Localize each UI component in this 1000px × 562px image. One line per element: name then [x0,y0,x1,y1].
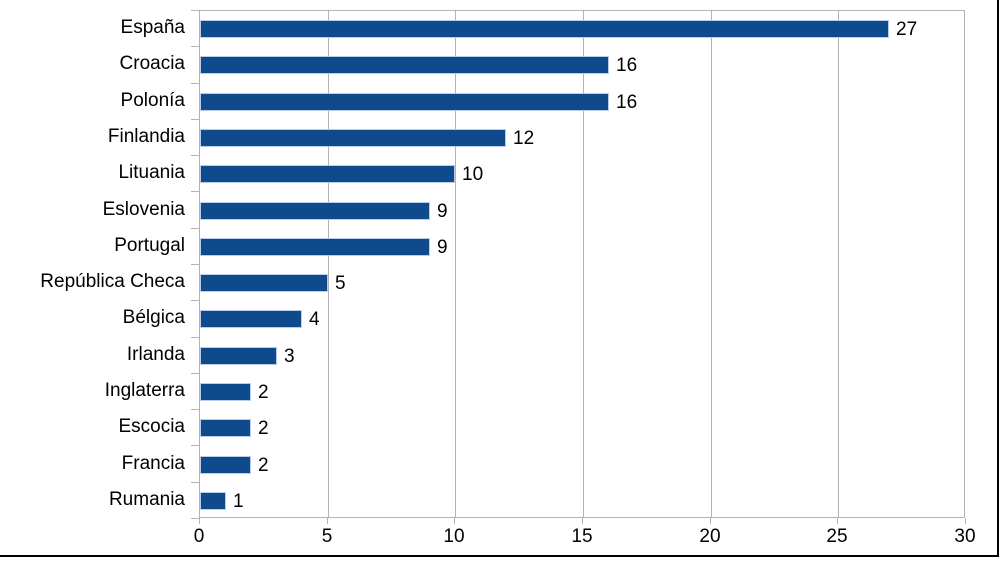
category-label: España [120,17,185,39]
bar [200,491,226,510]
bar [200,92,609,111]
value-label: 16 [616,55,638,77]
x-axis-tick [199,518,200,524]
bar-row: 3 [200,338,964,374]
bar-row: 1 [200,483,964,519]
category-label: República Checa [40,271,185,293]
y-axis-tick [191,119,199,120]
category-label: Bélgica [122,307,185,329]
bar-row: 5 [200,265,964,301]
value-label: 2 [258,381,269,403]
bar [200,455,251,474]
x-axis-tick [710,518,711,524]
gridline [838,11,839,517]
category-label: Escocia [118,416,185,438]
bar [200,237,430,256]
bar-row: 2 [200,374,964,410]
value-label: 9 [437,200,448,222]
x-axis-tick [454,518,455,524]
gridline [711,11,712,517]
y-axis-tick [191,155,199,156]
x-axis-tick [837,518,838,524]
bar-row: 16 [200,47,964,83]
y-axis-tick [191,83,199,84]
category-label: Irlanda [126,343,185,365]
category-label: Polonía [120,89,185,111]
x-tick-label: 20 [699,526,721,547]
image-bottom-border [0,555,999,557]
category-label: Portugal [114,234,185,256]
value-label: 1 [233,490,244,512]
value-label: 4 [309,309,320,331]
y-axis-tick [191,264,199,265]
value-label: 5 [335,273,346,295]
y-axis-tick [191,46,199,47]
bar-row: 9 [200,229,964,265]
gridline [455,11,456,517]
bar-row: 10 [200,156,964,192]
y-axis-tick [191,373,199,374]
x-tick-label: 10 [443,526,465,547]
gridline [583,11,584,517]
bar-row: 2 [200,410,964,446]
value-label: 2 [258,418,269,440]
gridline [328,11,329,517]
bar-row: 16 [200,84,964,120]
bar-row: 12 [200,120,964,156]
y-axis-tick [191,445,199,446]
y-axis-tick [191,191,199,192]
category-label: Eslovenia [102,198,185,220]
bar [200,419,251,438]
plot-area: 27 16 16 12 10 9 9 5 4 3 2 2 2 1 [199,10,965,518]
x-tick-label: 25 [826,526,848,547]
value-label: 12 [513,127,535,149]
category-label: Francia [121,452,185,474]
image-right-border [997,0,999,557]
y-axis-tick [191,337,199,338]
category-label: Croacia [119,53,185,75]
y-axis-tick [191,10,199,11]
x-axis-tick [327,518,328,524]
category-label: Finlandia [107,126,185,147]
y-axis-tick [191,482,199,483]
x-tick-label: 30 [954,526,976,547]
bar-row: 27 [200,11,964,47]
bar [200,310,302,329]
y-axis-tick [191,300,199,301]
value-label: 16 [616,91,638,113]
bar [200,56,609,75]
x-axis-tick [965,518,966,524]
y-axis-tick [191,518,199,519]
x-axis-tick [582,518,583,524]
bar-row: 9 [200,192,964,228]
bar-row: 2 [200,446,964,482]
x-tick-label: 5 [321,526,333,547]
x-tick-label: 0 [193,526,205,547]
bar-row: 4 [200,301,964,337]
bar [200,165,455,184]
y-axis-tick [191,409,199,410]
value-label: 27 [896,19,918,41]
value-label: 3 [284,345,295,367]
category-label: Lituania [118,162,185,184]
y-axis-tick [191,228,199,229]
category-label: Rumania [108,488,185,510]
value-label: 10 [462,164,484,186]
x-tick-label: 15 [571,526,593,547]
bar [200,128,506,147]
bar [200,201,430,220]
bar [200,382,251,401]
value-label: 9 [437,236,448,258]
bar [200,20,889,39]
category-label: Inglaterra [104,380,185,401]
value-label: 2 [258,454,269,476]
bar [200,274,328,293]
bar [200,346,277,365]
